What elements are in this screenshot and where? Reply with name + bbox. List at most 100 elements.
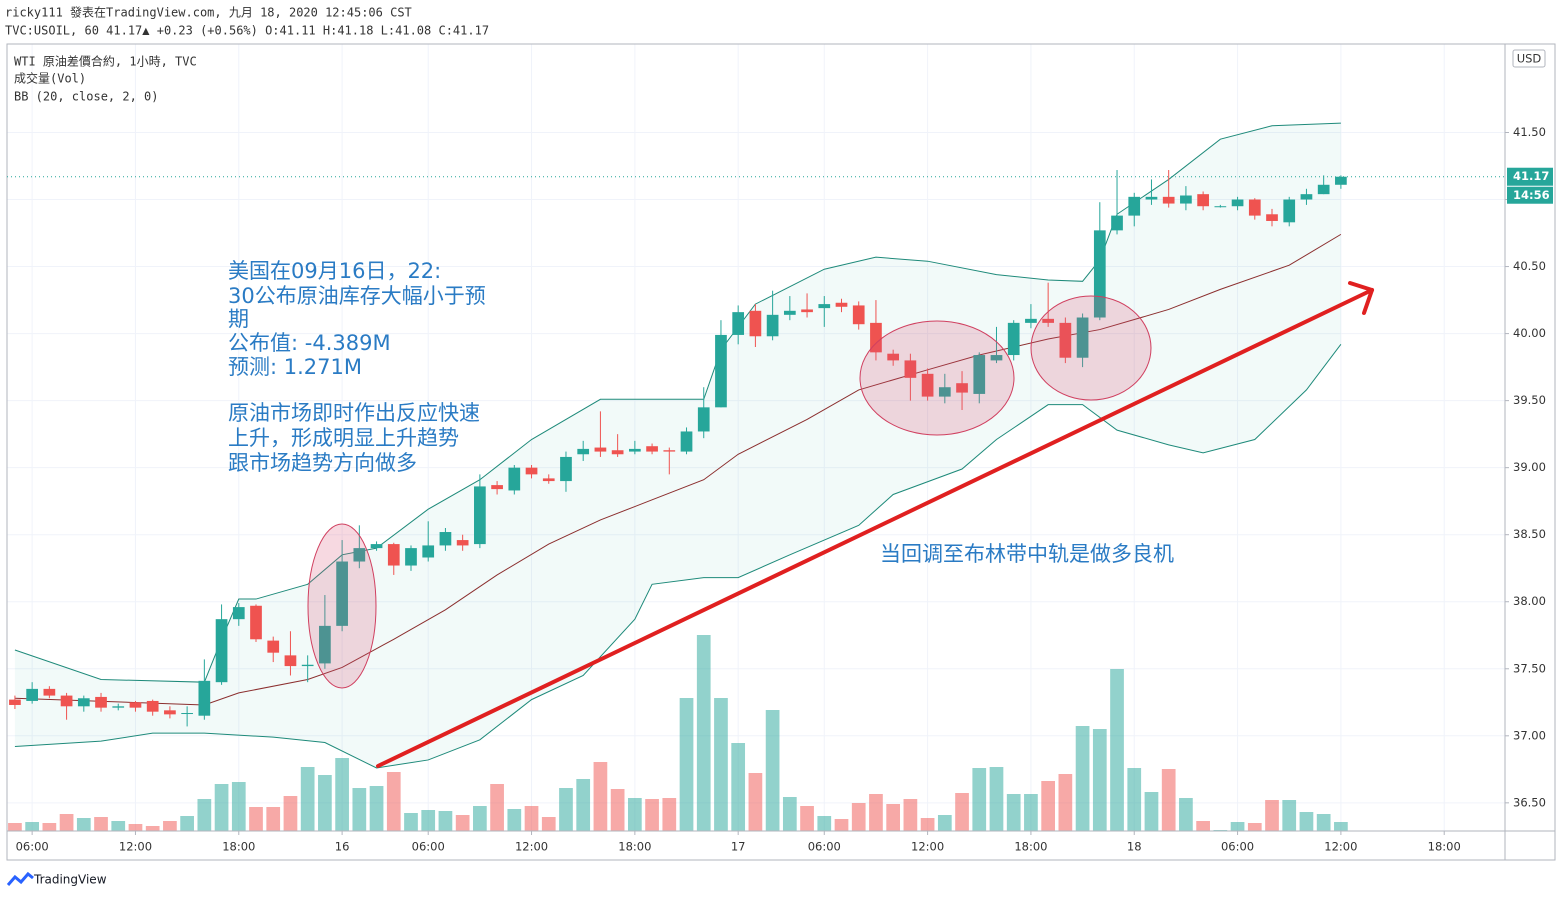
candle-body bbox=[818, 304, 831, 309]
x-tick-label: 16 bbox=[335, 840, 350, 854]
candle-body bbox=[628, 448, 641, 452]
x-tick-label: 17 bbox=[731, 840, 746, 854]
candle-body bbox=[680, 431, 693, 452]
volume-bar bbox=[59, 814, 74, 831]
candles bbox=[9, 170, 1347, 727]
candle-body bbox=[1317, 184, 1330, 195]
candle-body bbox=[921, 373, 934, 397]
candle-body bbox=[732, 312, 745, 335]
candle-body bbox=[1283, 199, 1296, 223]
x-tick-label: 06:00 bbox=[412, 840, 445, 854]
volume-bar bbox=[490, 784, 504, 831]
volume-bar bbox=[1006, 794, 1021, 831]
x-tick-label: 06:00 bbox=[1221, 840, 1254, 854]
candle-body bbox=[319, 625, 331, 664]
candle-body bbox=[198, 680, 211, 716]
volume-bar bbox=[800, 806, 814, 831]
annotation-line: 期 bbox=[228, 307, 249, 331]
volume-bar bbox=[145, 826, 160, 831]
candle-body bbox=[112, 706, 125, 708]
volume-bar bbox=[1041, 781, 1055, 831]
volume-bar bbox=[869, 794, 883, 831]
candle-body bbox=[904, 360, 917, 378]
volume-bar bbox=[714, 698, 728, 831]
volume-bar bbox=[421, 810, 436, 831]
candle-body bbox=[26, 688, 38, 701]
candle-body bbox=[887, 353, 900, 361]
candle-body bbox=[1231, 199, 1244, 207]
header-line: TVC:USOIL, 60 41.17▲ +0.23 (+0.56%) O:41… bbox=[5, 24, 489, 38]
band-fill bbox=[14, 123, 1341, 768]
candle-body bbox=[439, 532, 452, 546]
volume-bar bbox=[94, 817, 108, 831]
volume-bar bbox=[524, 806, 539, 831]
volume-bar bbox=[541, 817, 556, 831]
candle-body bbox=[1162, 196, 1175, 204]
highlight-ellipse bbox=[307, 523, 377, 689]
candle-body bbox=[835, 302, 848, 307]
candle-body bbox=[783, 310, 796, 315]
volume-bar bbox=[955, 793, 969, 831]
volume-bar bbox=[937, 815, 952, 831]
volume-bar bbox=[76, 818, 91, 831]
volume-bar bbox=[1316, 814, 1331, 831]
volume-bar bbox=[352, 788, 367, 831]
volume-bar bbox=[1075, 726, 1090, 831]
currency-box bbox=[1512, 49, 1546, 68]
candle-body bbox=[1300, 194, 1313, 200]
candle-body bbox=[1093, 230, 1106, 318]
y-tick-label: 39.00 bbox=[1513, 460, 1546, 474]
candle-body bbox=[852, 305, 865, 325]
volume-bar bbox=[1058, 774, 1073, 831]
candle-body bbox=[990, 355, 1003, 361]
trend-arrow bbox=[376, 281, 1374, 768]
candle-body bbox=[387, 544, 400, 566]
volume-bar bbox=[1265, 800, 1279, 831]
volume-bar bbox=[817, 816, 832, 831]
x-tick-label: 06:00 bbox=[808, 840, 841, 854]
candle-body bbox=[1214, 206, 1227, 208]
y-tick-label: 41.50 bbox=[1513, 125, 1546, 139]
candle-body bbox=[1145, 196, 1158, 200]
volume-bar bbox=[679, 698, 694, 831]
annotation-line: 预测: 1.271M bbox=[228, 355, 362, 379]
volume-bar bbox=[386, 772, 401, 831]
volume-bar bbox=[266, 807, 281, 831]
candle-body bbox=[1197, 194, 1209, 207]
candle-body bbox=[1248, 199, 1261, 216]
currency: USD bbox=[1517, 52, 1542, 66]
volume-bar bbox=[920, 818, 935, 831]
volume-bar bbox=[197, 799, 212, 831]
annotation-line: 美国在09月16日，22: bbox=[228, 259, 441, 283]
brand-logo bbox=[6, 871, 34, 886]
y-tick-label: 38.50 bbox=[1513, 527, 1546, 541]
y-tick-label: 37.00 bbox=[1513, 728, 1546, 742]
x-tick-label: 18:00 bbox=[618, 840, 651, 854]
volume-bar bbox=[231, 782, 246, 831]
volume-bar bbox=[1127, 768, 1142, 831]
candle-body bbox=[594, 447, 607, 452]
candle-body bbox=[1335, 176, 1347, 185]
x-tick-label: 12:00 bbox=[119, 840, 152, 854]
volume-bar bbox=[507, 809, 522, 831]
volume-bar bbox=[593, 762, 608, 831]
volume-bar bbox=[576, 779, 591, 831]
legend-entry: 成交量(Vol) bbox=[14, 71, 86, 86]
candle-body bbox=[284, 655, 297, 667]
candle-body bbox=[956, 383, 968, 393]
x-tick-label: 18:00 bbox=[222, 840, 255, 854]
candle-body bbox=[215, 619, 228, 683]
candle-body bbox=[336, 561, 348, 626]
highlight-ellipse bbox=[859, 320, 1015, 436]
bollinger-bands bbox=[14, 122, 1342, 769]
band-line bbox=[14, 233, 1342, 706]
y-tick-label: 40.50 bbox=[1513, 259, 1546, 273]
candle-body bbox=[301, 664, 314, 667]
volume-bar bbox=[1092, 729, 1107, 831]
x-tick-label: 12:00 bbox=[515, 840, 548, 854]
countdown-label: 14:56 bbox=[1513, 188, 1550, 202]
volume-bar bbox=[748, 773, 763, 831]
volume-bar bbox=[1334, 822, 1348, 831]
y-tick-label: 40.00 bbox=[1513, 326, 1546, 340]
annotation-line: 30公布原油库存大幅小于预 bbox=[228, 284, 486, 308]
